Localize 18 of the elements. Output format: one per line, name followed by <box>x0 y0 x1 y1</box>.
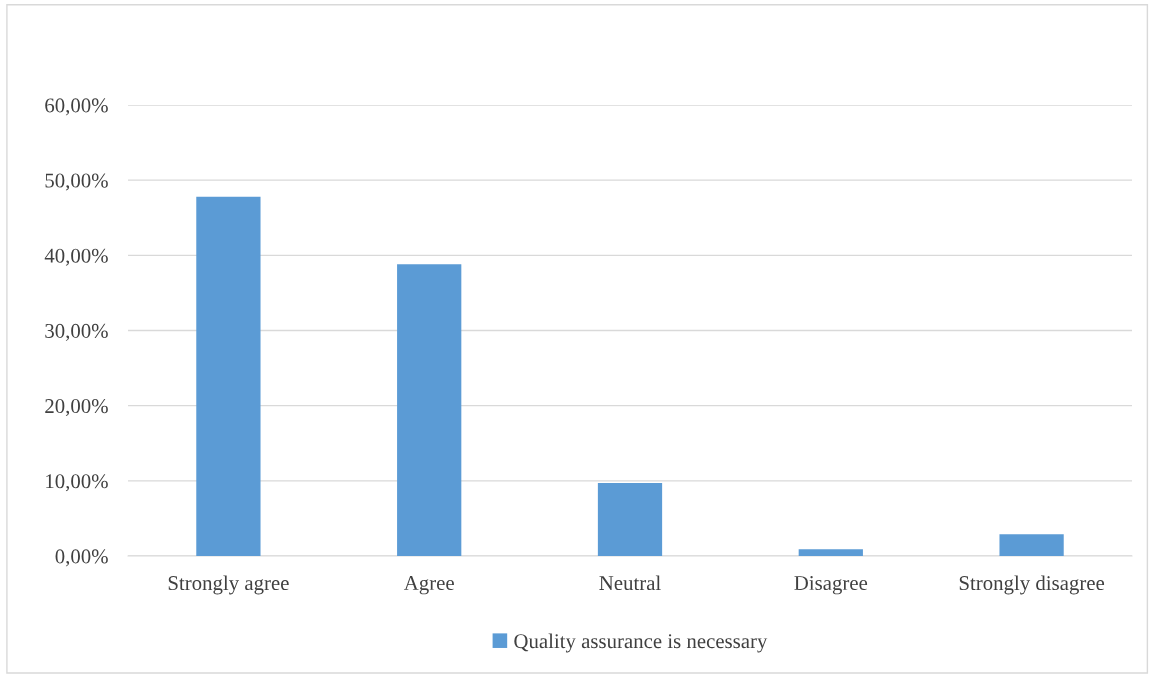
x-tick-label: Strongly disagree <box>959 575 1105 595</box>
bar <box>397 264 462 556</box>
x-tick-label: Agree <box>403 576 454 595</box>
y-tick-label: 50,00% <box>45 173 108 191</box>
y-tick-label: 60,00% <box>45 98 108 116</box>
bar <box>597 483 663 556</box>
y-tick-label: 20,00% <box>45 399 108 417</box>
bar <box>196 196 261 556</box>
y-tick-label: 40,00% <box>44 248 108 266</box>
bar <box>999 534 1064 556</box>
y-tick-label: 0,00% <box>55 549 108 567</box>
bar <box>798 549 863 556</box>
x-tick-label: Disagree <box>794 576 868 595</box>
y-tick-label: 30,00% <box>45 323 108 341</box>
y-tick-label: 10,00% <box>46 474 108 492</box>
legend-label: Quality assurance is necessary <box>514 633 768 653</box>
x-tick-label: Strongly agree <box>168 575 289 595</box>
x-tick-label: Neutral <box>599 575 661 591</box>
